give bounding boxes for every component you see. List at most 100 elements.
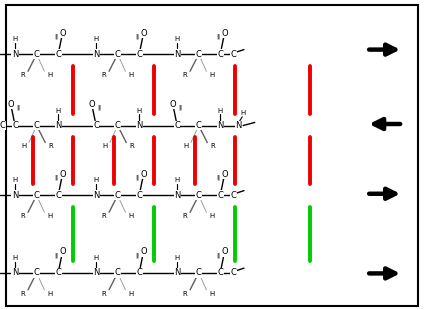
Text: H: H <box>12 177 18 184</box>
Text: C: C <box>195 50 201 59</box>
Text: H: H <box>12 255 18 261</box>
Text: H: H <box>209 213 214 219</box>
Text: O: O <box>221 29 227 38</box>
Text: ‖: ‖ <box>54 175 57 180</box>
Text: ‖: ‖ <box>54 252 57 258</box>
Text: H: H <box>174 177 179 184</box>
Text: C: C <box>55 50 61 59</box>
Text: C: C <box>34 191 40 200</box>
Text: R: R <box>101 290 106 297</box>
Text: H: H <box>209 290 214 297</box>
Text: R: R <box>129 143 134 149</box>
Text: H: H <box>183 143 188 149</box>
Text: H: H <box>217 108 222 114</box>
Text: H: H <box>47 72 52 78</box>
Text: R: R <box>182 290 187 297</box>
Text: H: H <box>93 177 98 184</box>
Text: ‖: ‖ <box>54 33 57 39</box>
Text: C: C <box>136 268 142 277</box>
Text: C: C <box>195 121 201 130</box>
Text: C: C <box>55 268 61 277</box>
Text: C: C <box>93 121 99 130</box>
Text: C: C <box>114 50 120 59</box>
Text: C: C <box>174 121 180 130</box>
Text: N: N <box>174 50 180 59</box>
Text: N: N <box>93 50 99 59</box>
Text: C: C <box>230 268 236 277</box>
Text: N: N <box>55 121 61 130</box>
Text: N: N <box>174 191 180 200</box>
Text: R: R <box>20 290 25 297</box>
Text: N: N <box>217 121 223 130</box>
Text: C: C <box>12 121 18 130</box>
Text: ‖: ‖ <box>135 175 138 180</box>
Text: H: H <box>47 213 52 219</box>
Text: N: N <box>12 50 18 59</box>
Text: C: C <box>230 50 236 59</box>
Text: H: H <box>174 36 179 42</box>
Text: C: C <box>114 268 120 277</box>
Text: C: C <box>217 191 223 200</box>
Text: H: H <box>21 143 26 149</box>
Text: C: C <box>136 50 142 59</box>
Text: ‖: ‖ <box>215 175 219 180</box>
Text: H: H <box>93 36 98 42</box>
Text: H: H <box>55 108 61 114</box>
Text: ‖: ‖ <box>215 252 219 258</box>
Text: H: H <box>128 290 133 297</box>
Text: H: H <box>174 255 179 261</box>
Text: H: H <box>47 290 52 297</box>
Text: C: C <box>114 191 120 200</box>
Text: R: R <box>209 143 215 149</box>
Text: R: R <box>101 72 106 78</box>
Text: O: O <box>59 29 66 38</box>
Text: R: R <box>20 213 25 219</box>
Text: H: H <box>102 143 107 149</box>
Text: C: C <box>34 50 40 59</box>
Text: R: R <box>182 213 187 219</box>
Text: O: O <box>7 100 14 109</box>
Text: O: O <box>59 170 66 179</box>
Text: ‖: ‖ <box>16 105 19 110</box>
Text: O: O <box>59 247 66 256</box>
Text: R: R <box>101 213 106 219</box>
Text: C: C <box>217 50 223 59</box>
Text: C: C <box>230 191 236 200</box>
Text: N: N <box>93 268 99 277</box>
Text: H: H <box>128 72 133 78</box>
Text: N: N <box>174 268 180 277</box>
Text: O: O <box>88 100 95 109</box>
Text: R: R <box>182 72 187 78</box>
Text: R: R <box>48 143 53 149</box>
Text: O: O <box>140 247 147 256</box>
Text: C: C <box>34 121 40 130</box>
Text: R: R <box>20 72 25 78</box>
Text: H: H <box>136 108 141 114</box>
Text: N: N <box>235 121 241 130</box>
Text: C: C <box>195 268 201 277</box>
Text: O: O <box>169 100 176 109</box>
Text: ‖: ‖ <box>135 252 138 258</box>
Text: C: C <box>55 191 61 200</box>
Text: N: N <box>136 121 142 130</box>
Text: O: O <box>140 170 147 179</box>
Text: C: C <box>0 121 5 130</box>
Text: H: H <box>93 255 98 261</box>
Text: H: H <box>12 36 18 42</box>
Text: H: H <box>128 213 133 219</box>
Text: ‖: ‖ <box>135 33 138 39</box>
Text: N: N <box>12 191 18 200</box>
Text: C: C <box>114 121 120 130</box>
Text: N: N <box>93 191 99 200</box>
Text: C: C <box>136 191 142 200</box>
Text: ‖: ‖ <box>215 33 219 39</box>
Text: C: C <box>34 268 40 277</box>
Text: N: N <box>12 268 18 277</box>
Text: C: C <box>195 191 201 200</box>
Text: O: O <box>140 29 147 38</box>
Text: H: H <box>209 72 214 78</box>
Text: O: O <box>221 247 227 256</box>
Text: ‖: ‖ <box>178 105 181 110</box>
Text: H: H <box>240 110 245 116</box>
Text: ‖: ‖ <box>97 105 100 110</box>
